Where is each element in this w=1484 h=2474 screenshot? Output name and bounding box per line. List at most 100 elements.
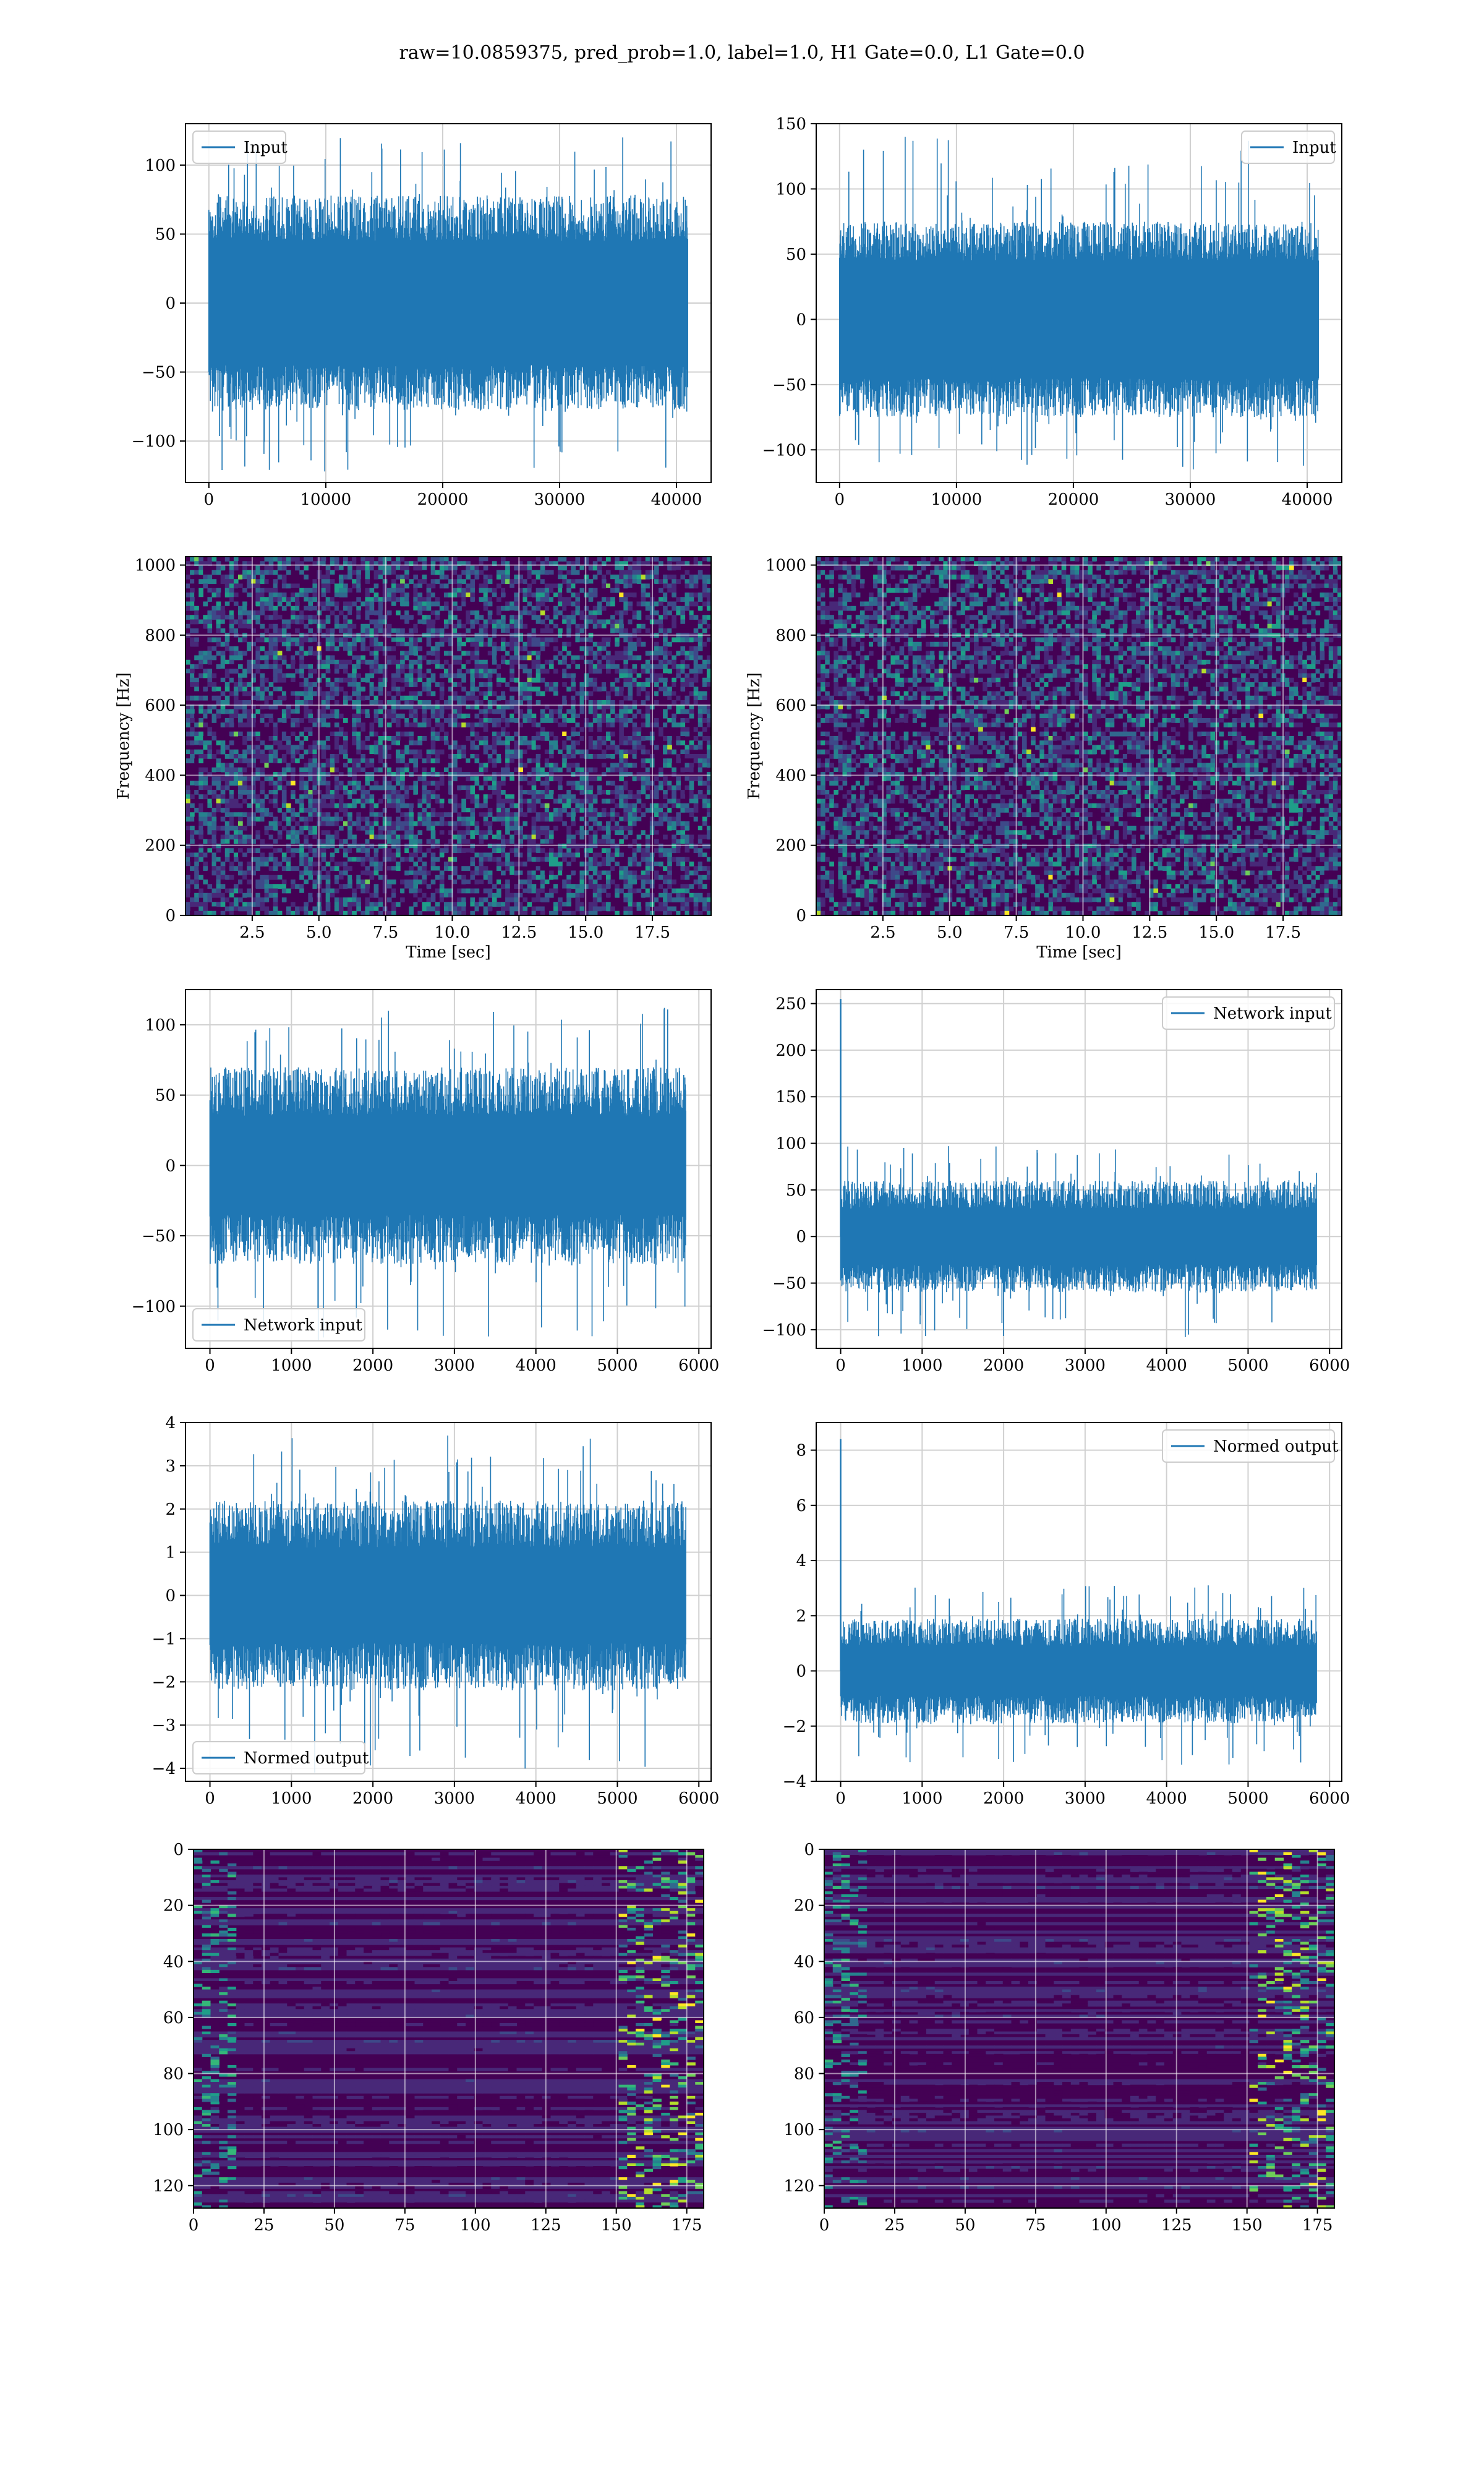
heatmap-cell: [352, 803, 357, 808]
heatmap-cell: [702, 700, 707, 705]
heatmap-cell: [268, 651, 274, 656]
heatmap-cell: [426, 588, 432, 593]
heatmap-cell: [487, 790, 493, 795]
heatmap-cell: [220, 763, 226, 768]
heatmap-cell: [321, 579, 326, 584]
heatmap-cell: [238, 664, 243, 669]
heatmap-cell: [487, 579, 493, 584]
heatmap-cell: [514, 565, 519, 571]
heatmap-cell: [207, 646, 213, 651]
heatmap-cell: [579, 709, 585, 714]
heatmap-cell: [247, 655, 252, 661]
heatmap-cell: [229, 812, 234, 818]
heatmap-cell: [571, 821, 576, 826]
heatmap-cell: [693, 758, 699, 764]
heatmap-cell: [229, 579, 234, 584]
heatmap-cell: [386, 588, 392, 593]
heatmap-cell: [680, 606, 686, 611]
heatmap-cell: [291, 659, 296, 665]
heatmap-cell: [194, 736, 199, 741]
heatmap-cell: [597, 781, 602, 786]
heatmap-cell: [308, 709, 313, 714]
heatmap-cell: [198, 565, 203, 571]
heatmap-cell: [453, 628, 458, 633]
heatmap-cell: [299, 659, 304, 665]
heatmap-cell: [299, 731, 304, 737]
heatmap-cell: [321, 601, 326, 607]
heatmap-cell: [628, 713, 633, 719]
heatmap-cell: [588, 745, 594, 750]
heatmap-cell: [510, 669, 514, 674]
heatmap-cell: [571, 570, 576, 575]
heatmap-cell: [654, 785, 659, 790]
heatmap-cell: [443, 557, 449, 562]
heatmap-cell: [684, 803, 690, 808]
heatmap-cell: [535, 570, 541, 575]
heatmap-cell: [382, 776, 388, 782]
heatmap-cell: [247, 700, 252, 705]
heatmap-cell: [684, 583, 690, 589]
heatmap-cell: [610, 641, 615, 647]
heatmap-cell: [702, 798, 707, 804]
heatmap-cell: [619, 776, 624, 782]
heatmap-cell: [659, 731, 663, 737]
heatmap-cell: [492, 798, 497, 804]
heatmap-cell: [522, 673, 528, 678]
heatmap-cell: [514, 718, 519, 723]
heatmap-cell: [470, 754, 475, 759]
legend-label: Input: [244, 139, 288, 157]
heatmap-cell: [566, 830, 571, 836]
heatmap-cell: [216, 731, 221, 737]
heatmap-cell: [483, 597, 488, 602]
heatmap-cell: [667, 826, 672, 831]
heatmap-cell: [382, 588, 388, 593]
heatmap-cell: [571, 601, 576, 607]
heatmap-cell: [343, 619, 348, 625]
heatmap-cell: [689, 677, 694, 683]
heatmap-cell: [553, 718, 558, 723]
heatmap-cell: [277, 687, 283, 692]
heatmap-cell: [404, 731, 409, 737]
heatmap-cell: [281, 754, 287, 759]
heatmap-cell: [610, 575, 615, 580]
heatmap-cell: [386, 597, 392, 602]
heatmap-cell: [291, 772, 296, 777]
heatmap-cell: [654, 794, 659, 800]
heatmap-cell: [558, 740, 563, 746]
heatmap-cell: [619, 718, 624, 723]
heatmap-cell: [382, 745, 388, 750]
heatmap-cell: [689, 758, 694, 764]
heatmap-cell: [386, 709, 392, 714]
heatmap-cell: [645, 615, 650, 620]
heatmap-cell: [505, 691, 510, 696]
heatmap-cell: [268, 821, 274, 826]
heatmap-cell: [592, 704, 598, 710]
heatmap-cell: [281, 763, 287, 768]
heatmap-cell: [636, 565, 642, 571]
heatmap-cell: [632, 713, 638, 719]
heatmap-cell: [378, 704, 383, 710]
heatmap-cell: [693, 830, 699, 836]
heatmap-cell: [264, 664, 270, 669]
heatmap-cell: [483, 628, 488, 633]
heatmap-cell: [373, 745, 379, 750]
heatmap-cell: [527, 695, 532, 701]
heatmap-cell: [330, 561, 335, 567]
heatmap-cell: [286, 641, 291, 647]
heatmap-cell: [299, 776, 304, 782]
heatmap-cell: [426, 691, 432, 696]
heatmap-cell: [334, 812, 339, 818]
heatmap-cell: [229, 593, 234, 597]
heatmap-cell: [615, 628, 620, 633]
heatmap-cell: [553, 736, 558, 741]
heatmap-cell: [238, 700, 243, 705]
heatmap-cell: [348, 794, 352, 800]
heatmap-cell: [501, 740, 506, 746]
heatmap-cell: [277, 695, 283, 701]
heatmap-cell: [571, 561, 576, 567]
heatmap-cell: [260, 579, 265, 584]
heatmap-cell: [330, 655, 335, 661]
heatmap-cell: [487, 655, 493, 661]
heatmap-cell: [518, 740, 524, 746]
heatmap-cell: [286, 763, 291, 768]
